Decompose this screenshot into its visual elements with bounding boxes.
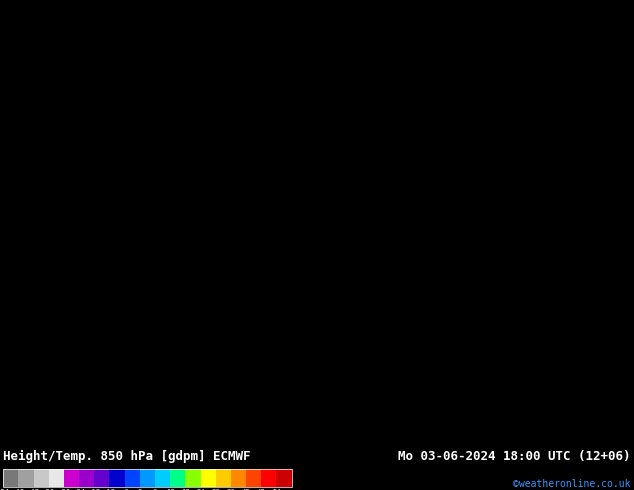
Text: 43223468047161628407407406394050481570235566665432097643198653210987654432211000: 4322346804716162840740740639405048157023… (0, 439, 446, 444)
Bar (49, 469, 64, 487)
Text: 51739494926924567776531963062950628406284073074186318642087543109988888901246925: 5173949492692456777653196306295062840628… (0, 144, 446, 150)
Bar (140, 469, 155, 487)
Text: 30: 30 (211, 489, 220, 490)
Text: 89136048384073074296306395050481479022332210875319642975208642086431087543109877: 8913604838407307429630639505048147902233… (0, 384, 446, 390)
Text: 11124681594940629629630639506159379246788888765320864208642197643109865443210099: 1112468159494062962963063950615937924678… (0, 416, 446, 423)
Text: 89025826051639629641841840516048146891111109865319752086319753108653209875432110: 8902582605163962964184184051604814689111… (0, 395, 446, 401)
Text: 59483940517384948371470245677776543108642086420864219764320987543210987654433333: 5948394051738494837147024567777654310864… (0, 253, 446, 259)
Text: 29630515036913444432097429630730740741841863074296419641975310876655567891469360: 2963051503691344443209742963073074074184… (0, 57, 446, 63)
Bar (231, 469, 246, 487)
Text: 24: 24 (196, 489, 205, 490)
Text: 83838494948371470246788887653297529741852074207531986432098765432110099999901235: 8383849494837147024678888765329752974185… (0, 210, 446, 216)
Text: 74061604803578999998876532198754210976543209876432108765432211111224579136936049: 7406160480357899999887653219875421097654… (0, 2, 446, 8)
Bar (34, 469, 49, 487)
Text: 96295060592578000098642962951738406173951740730741863086319764310099999013479269: 9629506059257800009864296295173840617395… (0, 111, 446, 118)
Text: -18: -18 (87, 489, 101, 490)
Bar (3, 469, 292, 487)
Text: 63174050481367899876530852962952851740740741852963185308531976432110012346814715: 6317405048136789987653085296295285174074… (0, 68, 446, 74)
Bar (18, 469, 34, 487)
Text: 58260506295296418528406271592580123443321986420864297530864208642197532087542109: 5826050629529641852840627159258012344332… (0, 329, 446, 336)
Text: 07417383714791222210863074073950628405184063063074186318642086532110011235792582: 0741738371479122221086307407395062840518… (0, 100, 446, 106)
Text: 52951604814689011100987542097532086531087542097643198653210987766678902469158260: 5295160481468901110098754209753208653108… (0, 13, 446, 19)
Bar (185, 469, 200, 487)
Text: 59483940628495161615926813456777665320975319753197642198653219875432098765443333: 5948394062849516161592681345677766532097… (0, 264, 446, 270)
Text: -30: -30 (57, 489, 70, 490)
Text: 61505161727271604703578900000976420864196429753197542198754321098765443322222334: 6150516172727160470357890000097642086419… (0, 231, 446, 237)
Text: 48: 48 (257, 489, 266, 490)
Text: 84051616158146890110986419629518406284062952963075308642197653210099999001357925: 8405161615814689011098641962951840628406… (0, 155, 446, 161)
Text: 80360494952852974185295173826046912344443210864207530853196420864209754209865432: 8036049495285297418529517382604691234444… (0, 362, 446, 368)
Text: Mo 03-06-2024 18:00 UTC (12+06): Mo 03-06-2024 18:00 UTC (12+06) (398, 450, 631, 464)
Text: 93605062841852963962849493713680122322109864208642085319753197542086531086542109: 9360506284185296396284949371368012232210… (0, 318, 446, 324)
Text: -54: -54 (0, 489, 10, 490)
Text: 08518393825701233210864184174062840528406396296307419631964209765433334568025815: 0851839382570123321086418417406284052840… (0, 90, 446, 96)
Text: 42: 42 (242, 489, 250, 490)
Text: 0: 0 (138, 489, 142, 490)
Text: 72727272838271582579123444321086420752974297420864219765321098765433221111111235: 7272727283827158257912344432108642075297… (0, 220, 446, 226)
Text: 82605162851740739405059269145788998876431086420864208753108753209764310976543211: 8260516285174073940505926914578899887643… (0, 286, 446, 292)
Text: 94050505059370469023444331086418630730741853085319753209765432109987777777890135: 9405050505937046902344433108641863073074… (0, 198, 446, 205)
Text: 96306282704680111109753074173062841739629528529630752974208542098776677801369260: 9630628270468011110975307417306284173962… (0, 79, 446, 85)
Text: 12: 12 (166, 489, 174, 490)
Text: 05161616150370357890000976419630740740741742964197531986542109877655544555679024: 0516161615037035789000097641963074074074… (0, 188, 446, 194)
Bar (3, 469, 18, 487)
Text: ©weatheronline.co.uk: ©weatheronline.co.uk (514, 479, 631, 489)
Bar (155, 469, 170, 487)
Text: -12: -12 (103, 489, 116, 490)
Text: 60494951739517395050482581346777776543208643197531975420976431097643209876543222: 6049495173951739505048258134677777654320… (0, 275, 446, 281)
Text: -24: -24 (72, 489, 86, 490)
Text: 64184050470356788876531974296307529630742964196419642975319764321100112457026937: 6418405047035678887653197429630752963074… (0, 46, 446, 52)
Bar (110, 469, 125, 487)
Bar (276, 469, 292, 487)
Text: 18406161593680123221985307396283951628406295295207429753197542109887778891247936: 1840616159368012322198530739628395162840… (0, 133, 446, 139)
Text: -6: -6 (120, 489, 129, 490)
Text: 18: 18 (181, 489, 190, 490)
Text: 50494950617272726036924578888876531086319752086420976431097654321098765443333334: 5049495061727272603692457888887653108631… (0, 242, 446, 248)
Text: 14838395174074073951616047035789000098764319753197531975420875320875420986543210: 1483839517407407395161604703578900009876… (0, 297, 446, 303)
Text: 6: 6 (153, 489, 157, 490)
Text: -36: -36 (42, 489, 55, 490)
Text: -48: -48 (12, 489, 25, 490)
Bar (200, 469, 216, 487)
Text: -42: -42 (27, 489, 40, 490)
Bar (170, 469, 185, 487)
Bar (94, 469, 110, 487)
Text: 54: 54 (272, 489, 281, 490)
Text: 25826161740741963074173949371479123444432198642085318641975319753197642097643200: 2582616174074196307417394937147912344443… (0, 341, 446, 346)
Text: 07417382603579000009864308641963186318641974207531964208643109876666678024693604: 0741738260357900000986430864196318631864… (0, 35, 446, 41)
Bar (79, 469, 94, 487)
Text: 58261628407417418406272715924680111110987542086420853197542086531986431986542100: 5826162840741741840627271592468011111098… (0, 308, 446, 314)
Text: 30739504814680111110986531975308642086420864208642086531986543221112245791470482: 3073950481468011111098653197530864208642… (0, 24, 446, 30)
Text: 05162727169368023444321974295295173062851841852075318753108765432110000122457924: 0516272716936802344432197429529517306285… (0, 166, 446, 172)
Text: Height/Temp. 850 hPa [gdpm] ECMWF: Height/Temp. 850 hPa [gdpm] ECMWF (3, 450, 250, 464)
Bar (125, 469, 140, 487)
Text: 02582727396307419630739516159258023455443209753196429752086319753208643198654210: 0258272739630741963073951615925802345544… (0, 351, 446, 357)
Text: 89248261628418529641841739493714791234443210865208631964297531975310865321987654: 8924826162841852964184173949371479123444… (0, 373, 446, 379)
Text: 90124703827385184185296295061604703578900099765319753197531975320876432109876554: 9012470382738518418529629506160470357890… (0, 406, 446, 412)
Text: 62951727158135677765319630629406273950628518418529631864208643209988788901358147: 6295172715813567776531963062940627395062… (0, 122, 446, 128)
Text: 06172727260379245677765420852962952841741741853086310864320987654332222334568024: 0617272726037924567776542085296295284174… (0, 177, 446, 183)
Text: 22223570361505173073073073950505926813466777665421976420875320976532100987765544: 2222357036150517307307307395050592681346… (0, 428, 446, 434)
Bar (261, 469, 276, 487)
Bar (246, 469, 261, 487)
Bar (64, 469, 79, 487)
Text: 36: 36 (226, 489, 235, 490)
Bar (216, 469, 231, 487)
